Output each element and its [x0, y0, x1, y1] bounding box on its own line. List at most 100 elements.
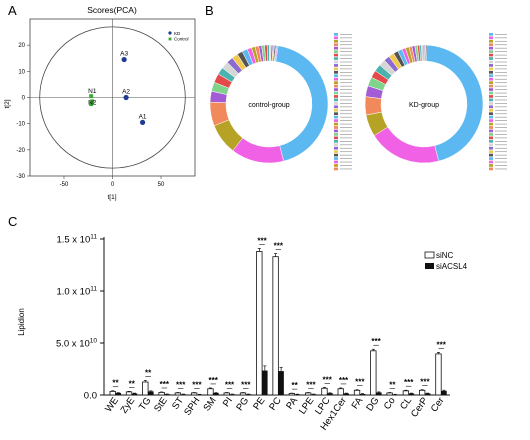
- donut-legend-swatch: [334, 153, 338, 157]
- panel-letter-b: B: [205, 3, 214, 18]
- bar-sinc: [370, 350, 377, 396]
- bar-siacsl4: [278, 371, 284, 395]
- donut-legend-swatch: [489, 143, 493, 147]
- donut-legend-swatch: [489, 129, 493, 133]
- donut-legend-swatch: [334, 150, 338, 153]
- donut-legend-swatch: [334, 115, 338, 119]
- donut-legend-swatch: [489, 43, 493, 47]
- bar-sinc: [272, 256, 279, 396]
- bar-bars: **WE**ZyE**TG***StE***ST***SPH***SM***PI…: [103, 236, 447, 432]
- bar-y-tick-label: 0.0: [84, 391, 97, 402]
- donut-legend-swatch: [489, 77, 493, 81]
- bar-category-label: SM: [201, 395, 218, 413]
- donut-legend-swatch: [489, 98, 493, 102]
- sig-stars: ***: [209, 376, 219, 385]
- bar-category-label: PI: [221, 395, 235, 409]
- pca-chart: Scores(PCA) t[1] t[2] -50 0 5020100-10-20-…: [4, 5, 196, 201]
- bar-chart: Lipidion 0.0 5.0 x 1010 1.0 x 1011 1.5 x 10…: [17, 234, 468, 433]
- bar-siacsl4: [343, 393, 349, 395]
- bar-siacsl4: [408, 393, 415, 395]
- bar-siacsl4: [115, 392, 121, 395]
- legend-sinc-swatch: [424, 251, 435, 259]
- pca-point-label: A3: [120, 51, 128, 58]
- bar-sinc: [256, 251, 263, 396]
- donut-legend-swatch: [334, 74, 338, 78]
- bar-siacsl4: [131, 393, 138, 395]
- donut-legend-swatch: [334, 129, 338, 133]
- sig-stars: ***: [355, 378, 365, 387]
- pca-points: A1 A2 A3 N1 N2: [88, 51, 147, 125]
- bar-category-label: LPE: [297, 395, 316, 416]
- donut-legend-swatch: [489, 164, 493, 167]
- donut-legend-swatch: [334, 126, 338, 129]
- donut-legend-swatch: [489, 81, 493, 84]
- pca-y-tick-label: 10: [18, 69, 25, 75]
- donut-legend-swatch: [334, 143, 338, 147]
- bar-category-label: PE: [251, 395, 267, 412]
- bar-y-tick-label: 1.5 x 1011: [56, 234, 97, 246]
- bar-y-label: Lipidion: [17, 308, 26, 336]
- sig-stars: ***: [176, 381, 186, 390]
- donut-legend-swatch: [334, 46, 338, 50]
- bar-siacsl4: [294, 394, 301, 395]
- sig-stars: ***: [323, 375, 333, 384]
- bar-sinc: [353, 389, 361, 396]
- sig-stars: **: [389, 381, 396, 390]
- donut-legend-swatch: [334, 108, 338, 112]
- sig-stars: **: [292, 381, 299, 390]
- bar-category-label: ZyE: [119, 395, 138, 415]
- donut-legend-swatch: [489, 139, 493, 143]
- donut-legend-swatch: [334, 102, 338, 105]
- donut-slice: [373, 126, 439, 164]
- donut-legend-swatch: [334, 105, 338, 109]
- bar-sinc: [142, 381, 149, 396]
- pca-y-tick-label: -30: [16, 174, 25, 180]
- bar-sinc: [337, 388, 344, 396]
- bar-sinc: [125, 391, 133, 396]
- donut-legend-swatch: [489, 53, 493, 57]
- donut-legend-swatch: [334, 77, 338, 81]
- donut-legend-swatch: [334, 122, 338, 126]
- pca-y-tick-label: -10: [16, 122, 25, 128]
- donut-legend-swatch: [334, 39, 338, 43]
- bar-siacsl4: [376, 392, 382, 395]
- donut-legend-swatch: [489, 67, 493, 71]
- pca-point-kd: [121, 56, 127, 63]
- sig-stars: **: [145, 368, 152, 377]
- donut-legend-swatch: [334, 157, 338, 160]
- donut-slice: [274, 45, 279, 62]
- pca-point-label: A1: [139, 113, 147, 120]
- bar-sinc: [109, 390, 116, 396]
- bar-siacsl4: [424, 393, 431, 395]
- donut-legend-swatch: [489, 39, 493, 43]
- donut-legend-swatch: [489, 57, 493, 60]
- pca-title: Scores(PCA): [87, 5, 137, 15]
- donut-legend-swatch: [489, 112, 493, 116]
- bar-siacsl4: [148, 391, 154, 395]
- sig-stars: ***: [241, 381, 251, 390]
- bar-axes: 0.0 5.0 x 1010 1.0 x 1011 1.5 x 1011: [56, 234, 450, 402]
- donut-legend-swatch: [489, 91, 493, 95]
- donut-slice: [425, 44, 428, 62]
- donut-legend-swatch: [334, 133, 338, 136]
- bar-siacsl4: [262, 370, 268, 395]
- donut-legend-swatch: [489, 115, 493, 119]
- bar-siacsl4: [196, 394, 203, 395]
- donut-legend-swatch: [334, 70, 338, 74]
- donut-legend-control: [334, 33, 352, 171]
- legend-siacsl4-swatch: [425, 263, 434, 269]
- bar-siacsl4: [392, 394, 398, 395]
- pca-point-control: [90, 99, 95, 104]
- bar-siacsl4: [180, 394, 187, 395]
- donut-legend-swatch: [489, 153, 493, 157]
- donut-legend-swatch: [489, 64, 493, 67]
- donut-legend-swatch: [489, 133, 493, 136]
- donut-legend-swatch: [489, 122, 493, 126]
- donut-legend-swatch: [489, 146, 493, 150]
- pca-point-control: [89, 94, 94, 99]
- pca-y-tick-label: -20: [16, 148, 25, 154]
- donut-slice: [232, 137, 284, 164]
- donut-legend-swatch: [334, 119, 338, 122]
- sig-stars: ***: [306, 381, 316, 390]
- donut-legend-swatch: [489, 102, 493, 105]
